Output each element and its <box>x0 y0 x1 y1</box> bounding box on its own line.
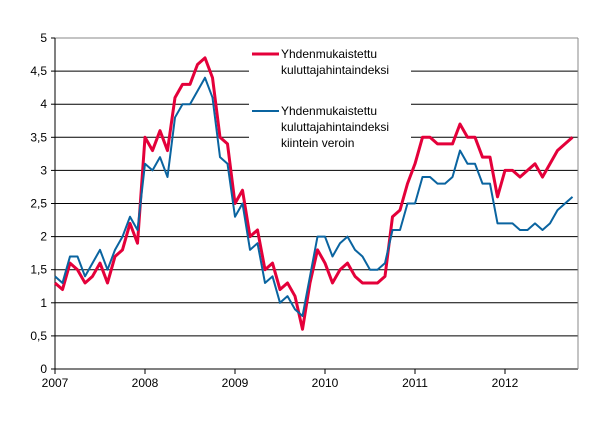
legend-label-1: kuluttajahintaindeksi <box>281 63 389 77</box>
legend-background <box>249 40 411 151</box>
y-tick-label: 0 <box>40 362 47 376</box>
x-tick-label: 2011 <box>402 376 428 390</box>
legend-label-1: Yhdenmukaistettu <box>281 47 377 61</box>
x-tick-label: 2010 <box>312 376 339 390</box>
x-tick-label: 2007 <box>42 376 69 390</box>
y-tick-label: 1 <box>40 296 47 310</box>
y-tick-label: 1,5 <box>30 263 47 277</box>
y-tick-label: 0,5 <box>30 329 47 343</box>
x-tick-label: 2008 <box>132 376 159 390</box>
y-tick-label: 4,5 <box>30 64 47 78</box>
y-tick-label: 3,5 <box>30 130 47 144</box>
legend-label-2: Yhdenmukaistettu <box>281 104 377 118</box>
y-tick-label: 3 <box>40 163 47 177</box>
x-tick-label: 2009 <box>222 376 249 390</box>
y-tick-label: 2,5 <box>30 197 47 211</box>
legend-label-2: kuluttajahintaindeksi <box>281 120 389 134</box>
y-tick-label: 4 <box>40 97 47 111</box>
x-tick-label: 2012 <box>492 376 519 390</box>
y-tick-label: 2 <box>40 230 47 244</box>
legend: Yhdenmukaistettu kuluttajahintaindeksi Yhd… <box>249 40 411 151</box>
series-line-2 <box>54 76 574 318</box>
y-tick-label: 5 <box>40 31 47 45</box>
legend-label-2: kiintein veroin <box>281 136 354 150</box>
